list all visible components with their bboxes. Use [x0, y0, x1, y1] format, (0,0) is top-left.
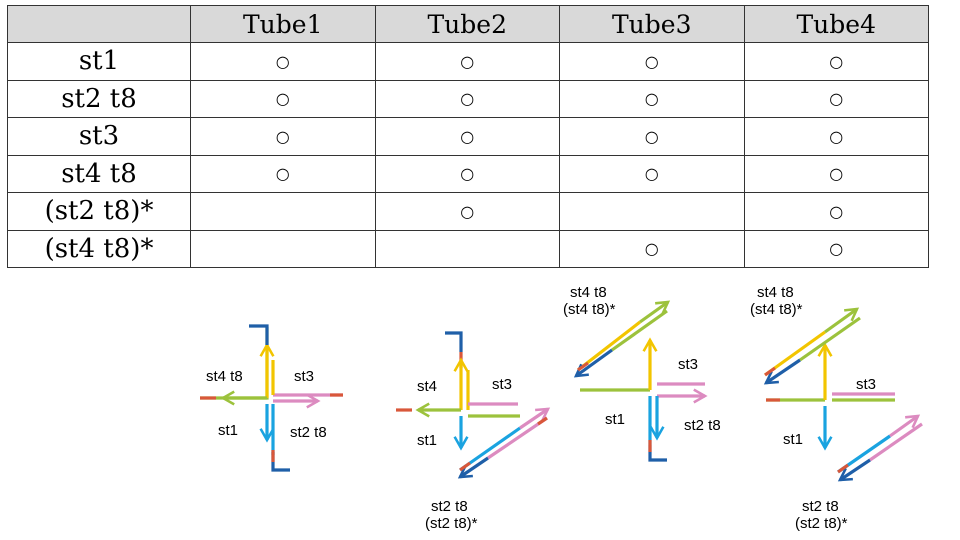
duplex-bottom-lower-strand: [869, 422, 923, 462]
table-cell: ○: [190, 42, 376, 81]
table-cell: ○: [374, 154, 560, 193]
duplex-label-line2: (st2 t8)*: [425, 515, 478, 532]
table-cell: ○: [374, 79, 560, 118]
table-cell: ○: [743, 117, 929, 156]
table-cell: ○: [374, 42, 560, 81]
row-label: (st4 t8)*: [7, 229, 191, 268]
row-label: st1: [7, 42, 191, 81]
table-row: st2 t8 ○ ○ ○ ○: [7, 79, 929, 118]
table-cell: ○: [559, 79, 745, 118]
duplex-top-label-line1: st4 t8: [757, 284, 794, 301]
header-corner: [7, 5, 191, 43]
table-cell: ○: [559, 154, 745, 193]
duplex-label-line1: st4 t8: [570, 284, 607, 301]
label-bottom-left: st1: [605, 411, 625, 428]
table-cell: ○: [743, 42, 929, 81]
table-cell: ○: [190, 79, 376, 118]
duplex-label-line2: (st4 t8)*: [563, 301, 616, 318]
table-row: (st4 t8)* ○ ○: [7, 229, 929, 268]
duplex-label-line1: st2 t8: [431, 498, 468, 515]
duplex-lower-strand: [487, 416, 548, 460]
label-bottom-left: st1: [783, 431, 803, 448]
header-tube4: Tube4: [743, 5, 929, 43]
table-row: (st2 t8)* ○ ○: [7, 192, 929, 231]
duplex-upper-strand: [577, 320, 641, 372]
table-cell: ○: [559, 42, 745, 81]
duplex-top-label-line2: (st4 t8)*: [750, 301, 803, 318]
label-top-left: st4 t8: [206, 368, 243, 385]
label-bottom-left: st1: [218, 422, 238, 439]
header-tube3: Tube3: [559, 5, 745, 43]
label-top-left: st4: [417, 378, 437, 395]
junction-diagram-3: st4 t8 (st4 t8)* st3 st1 st2 t8: [563, 284, 721, 462]
row-label: st2 t8: [7, 79, 191, 118]
label-top-right: st3: [492, 376, 512, 393]
table-cell: ○: [743, 79, 929, 118]
table-cell: ○: [374, 117, 560, 156]
header-tube1: Tube1: [190, 5, 376, 43]
table-row: st1 ○ ○ ○ ○: [7, 42, 929, 81]
duplex-bottom-label-line2: (st2 t8)*: [795, 515, 848, 532]
label-bottom-right: st2 t8: [290, 424, 327, 441]
label-bottom-right: st2 t8: [684, 417, 721, 434]
membership-table: Tube1 Tube2 Tube3 Tube4 st1 ○ ○ ○ ○ st2 …: [7, 5, 929, 268]
table-cell: [190, 229, 376, 268]
junction-diagram-2: st4 st3 st1 st2 t8 (st2 t8)*: [396, 331, 551, 532]
label-top-right: st3: [294, 368, 314, 385]
st4-t8-strand: [200, 327, 269, 400]
table-header-row: Tube1 Tube2 Tube3 Tube4: [7, 5, 929, 43]
label-top-right: st3: [678, 356, 698, 373]
duplex-lower-strand: [611, 309, 668, 352]
label-bottom-left: st1: [417, 432, 437, 449]
table-cell: ○: [190, 154, 376, 193]
header-tube2: Tube2: [374, 5, 560, 43]
duplex-bottom-label-line1: st2 t8: [802, 498, 839, 515]
junction-diagram-4: st4 t8 (st4 t8)* st3 st1 st2 t8 (st2 t8)…: [750, 284, 923, 532]
table-cell: ○: [743, 229, 929, 268]
table-cell: [374, 229, 560, 268]
row-label: (st2 t8)*: [7, 192, 191, 231]
label-top-right: st3: [856, 376, 876, 393]
duplex-top-lower-strand: [799, 316, 861, 362]
duplex-top-upper-strand: [764, 330, 826, 377]
junction-diagram-1: st4 t8 st3 st1 st2 t8: [200, 324, 343, 472]
table-cell: ○: [559, 229, 745, 268]
